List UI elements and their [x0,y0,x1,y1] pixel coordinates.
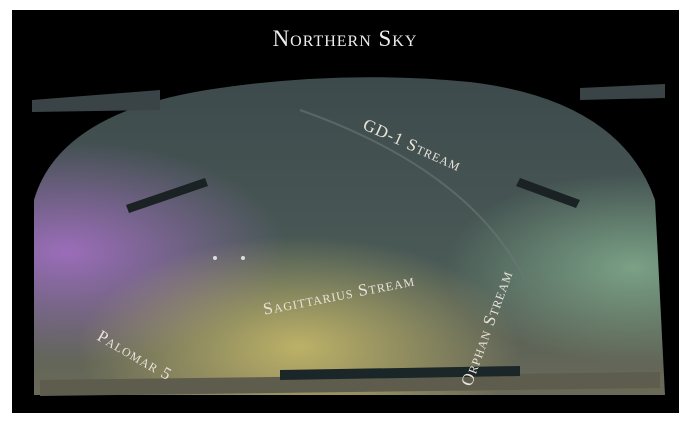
title: Northern Sky [273,26,418,51]
sky-survey [32,77,665,396]
